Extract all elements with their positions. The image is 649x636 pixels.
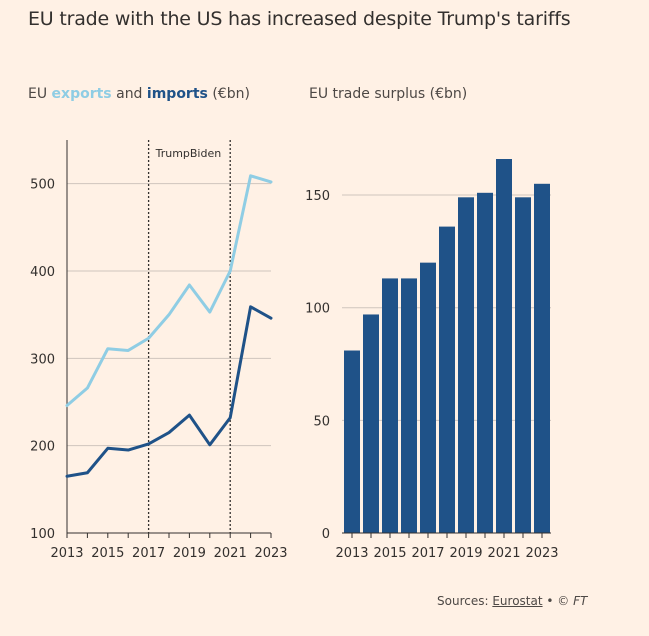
right-panel-title: EU trade surplus (€bn) <box>309 86 468 102</box>
surplus-bar-2019 <box>458 197 474 533</box>
right-x-tick-label: 2021 <box>487 546 520 561</box>
left-y-tick-label: 500 <box>30 178 55 193</box>
right-y-tick-label: 150 <box>305 189 330 204</box>
surplus-bar-2016 <box>401 278 417 533</box>
source-brand: FT <box>573 594 588 608</box>
exports-legend-label: exports <box>51 86 112 102</box>
surplus-bar-2021 <box>496 159 512 533</box>
left-x-tick-label: 2013 <box>50 546 83 561</box>
left-panel-title: EU exports and imports (€bn) <box>28 86 250 102</box>
left-title-prefix: EU <box>28 86 48 102</box>
right-x-tick-label: 2013 <box>335 546 368 561</box>
source-link-eurostat[interactable]: Eurostat <box>492 594 543 608</box>
chart-title: EU trade with the US has increased despi… <box>28 8 571 30</box>
source-note: Sources: Eurostat • © FT <box>437 594 587 608</box>
right-y-tick-label: 0 <box>322 527 330 542</box>
right-x-tick-label: 2015 <box>373 546 406 561</box>
series-line-imports <box>65 305 273 478</box>
right-x-tick-label: 2023 <box>525 546 558 561</box>
series-line-exports <box>65 174 273 407</box>
left-x-tick-label: 2017 <box>132 546 165 561</box>
left-y-tick-label: 400 <box>30 265 55 280</box>
surplus-bar-2015 <box>382 278 398 533</box>
right-y-tick-label: 50 <box>313 414 330 429</box>
left-x-tick-label: 2023 <box>254 546 287 561</box>
right-x-tick-label: 2017 <box>411 546 444 561</box>
left-y-tick-label: 300 <box>30 352 55 367</box>
surplus-bar-2022 <box>515 197 531 533</box>
annotation-label-biden: Biden <box>190 147 221 160</box>
left-x-tick-label: 2019 <box>173 546 206 561</box>
surplus-bar-2013 <box>344 350 360 533</box>
right-y-tick-label: 100 <box>305 302 330 317</box>
surplus-bar-2017 <box>420 262 436 533</box>
left-title-and: and <box>116 86 143 102</box>
left-y-tick-label: 200 <box>30 440 55 455</box>
annotation-labels: TrumpBiden <box>155 147 222 160</box>
annotation-label-trump: Trump <box>155 147 190 160</box>
surplus-bar-2020 <box>477 192 493 533</box>
left-x-tick-label: 2021 <box>214 546 247 561</box>
source-prefix: Sources: <box>437 594 489 608</box>
right-x-tick-label: 2019 <box>449 546 482 561</box>
imports-legend-label: imports <box>146 86 208 102</box>
surplus-bar-2018 <box>439 226 455 533</box>
left-title-suffix: (€bn) <box>212 86 250 102</box>
surplus-bar-2023 <box>534 183 550 533</box>
left-y-tick-label: 100 <box>30 527 55 542</box>
source-suffix: • © <box>546 594 570 608</box>
surplus-bar-2014 <box>363 314 379 533</box>
left-x-tick-label: 2015 <box>91 546 124 561</box>
